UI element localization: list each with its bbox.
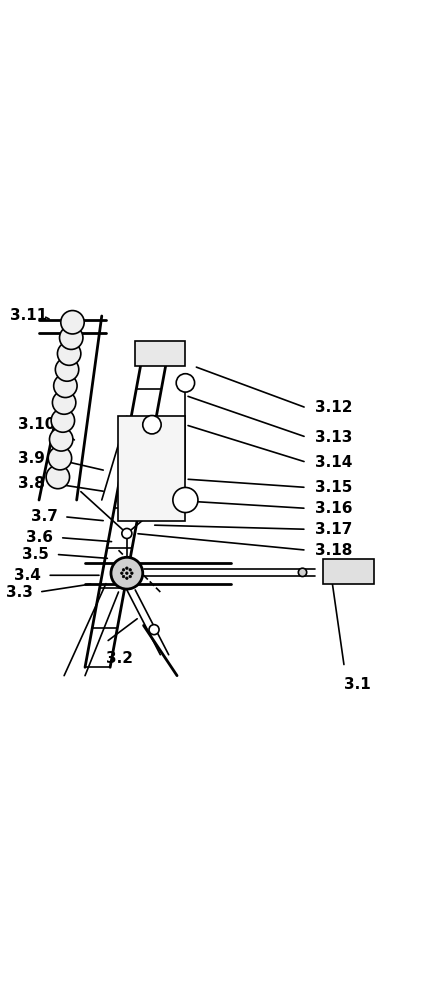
Circle shape <box>298 568 306 577</box>
Circle shape <box>143 416 161 434</box>
Circle shape <box>122 575 125 578</box>
Circle shape <box>122 569 125 571</box>
Circle shape <box>46 465 69 489</box>
Circle shape <box>125 572 128 574</box>
Circle shape <box>173 487 198 513</box>
Text: 3.17: 3.17 <box>315 522 352 537</box>
Text: 3.1: 3.1 <box>344 677 371 692</box>
Text: 3.7: 3.7 <box>31 509 58 524</box>
Circle shape <box>51 409 75 432</box>
Circle shape <box>131 572 133 574</box>
Text: 3.14: 3.14 <box>315 455 352 470</box>
Text: 3.6: 3.6 <box>27 530 53 545</box>
Text: 3.4: 3.4 <box>14 568 41 583</box>
Circle shape <box>61 311 84 334</box>
Circle shape <box>57 342 81 365</box>
Circle shape <box>129 575 131 578</box>
Circle shape <box>55 358 79 381</box>
Text: 3.16: 3.16 <box>315 501 352 516</box>
Circle shape <box>50 428 73 451</box>
Text: 3.9: 3.9 <box>18 451 45 466</box>
Text: 3.8: 3.8 <box>18 476 45 491</box>
Circle shape <box>120 572 123 574</box>
Circle shape <box>122 528 132 538</box>
Circle shape <box>52 391 76 414</box>
Text: 3.18: 3.18 <box>315 543 352 558</box>
Bar <box>323 559 373 584</box>
Circle shape <box>111 557 143 589</box>
Text: 3.5: 3.5 <box>22 547 49 562</box>
Bar <box>135 341 185 366</box>
Circle shape <box>149 625 159 635</box>
Text: 3.12: 3.12 <box>315 400 352 415</box>
Circle shape <box>48 446 72 470</box>
Text: 3.13: 3.13 <box>315 430 352 445</box>
Text: 3.3: 3.3 <box>5 585 32 600</box>
Circle shape <box>53 374 77 398</box>
Circle shape <box>59 326 83 349</box>
Circle shape <box>129 569 131 571</box>
Text: 3.11: 3.11 <box>10 308 47 323</box>
Circle shape <box>125 577 128 579</box>
Text: 3.15: 3.15 <box>315 480 352 495</box>
Bar <box>118 416 185 521</box>
Text: 3.2: 3.2 <box>106 651 133 666</box>
Circle shape <box>176 374 195 392</box>
Text: 3.10: 3.10 <box>18 417 56 432</box>
Circle shape <box>125 567 128 569</box>
